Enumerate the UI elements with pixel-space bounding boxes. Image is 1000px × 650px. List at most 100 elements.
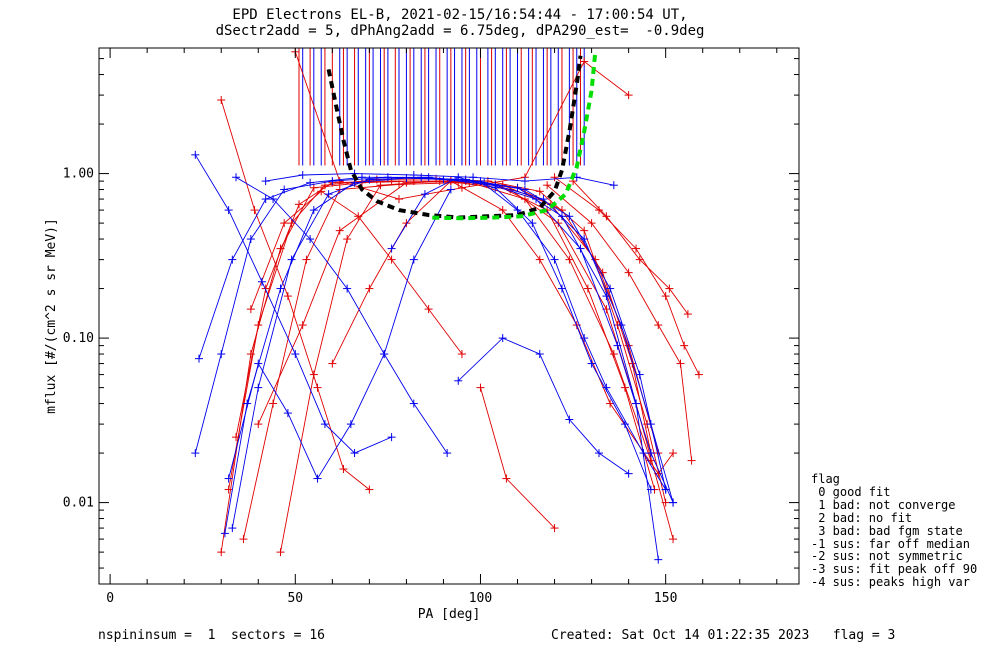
data-point: [557, 284, 566, 293]
data-point: [224, 206, 233, 215]
data-point: [476, 383, 485, 392]
data-point: [613, 341, 622, 350]
data-point: [313, 474, 322, 483]
data-layer: [191, 48, 703, 564]
data-point: [602, 212, 611, 221]
x-tick-label: 150: [654, 591, 677, 606]
series-line: [194, 176, 674, 503]
data-point: [624, 469, 633, 478]
series-line: [480, 387, 555, 529]
data-point: [217, 548, 226, 557]
data-point: [254, 359, 263, 368]
data-point: [565, 415, 574, 424]
x-axis-label: PA [deg]: [418, 607, 481, 622]
data-point: [365, 485, 374, 494]
data-point: [343, 284, 352, 293]
data-point: [357, 173, 366, 182]
series-line: [457, 337, 629, 474]
data-point: [320, 420, 329, 429]
flag-legend-title: flag: [811, 472, 840, 486]
data-point: [343, 235, 352, 244]
flag-legend-item: 1 bad: not converge: [811, 497, 956, 512]
axes-layer: 0 50 100 150 0.01 0.10 1.00: [63, 48, 799, 606]
data-point: [687, 456, 696, 465]
chart-title-line2: dSectr2add = 5, dPhAng2add = 6.75deg, dP…: [215, 23, 705, 39]
data-point: [520, 195, 529, 204]
plot-clip-group: [191, 48, 703, 564]
plot-frame: [98, 47, 800, 585]
data-point: [535, 255, 544, 264]
series-line: [235, 176, 448, 454]
data-point: [409, 171, 418, 180]
data-point: [313, 383, 322, 392]
data-point: [350, 449, 359, 458]
data-point: [457, 350, 466, 359]
data-point: [554, 219, 563, 228]
footer-left-info: nspininsum = 1 sectors = 16: [98, 628, 325, 643]
data-point: [565, 255, 574, 264]
data-point: [550, 173, 559, 182]
data-point: [669, 449, 678, 458]
data-point: [680, 341, 689, 350]
data-point: [602, 383, 611, 392]
footer-right-info: Created: Sat Oct 14 01:22:35 2023 flag =…: [551, 628, 896, 643]
data-point: [298, 321, 307, 330]
data-point: [443, 449, 452, 458]
series-line: [250, 190, 463, 355]
series-line: [554, 176, 700, 375]
data-point: [380, 350, 389, 359]
data-point: [232, 173, 241, 182]
flag-legend-item: -2 sus: not symmetric: [811, 549, 963, 564]
data-point: [376, 181, 385, 190]
data-point: [269, 399, 278, 408]
data-point: [606, 399, 615, 408]
data-point: [387, 433, 396, 442]
data-point: [661, 485, 670, 494]
data-point: [306, 235, 315, 244]
data-point: [646, 485, 655, 494]
data-point: [602, 292, 611, 301]
data-point: [480, 178, 489, 187]
data-point: [283, 409, 292, 418]
data-point: [269, 195, 278, 204]
data-point: [420, 190, 429, 199]
data-point: [365, 284, 374, 293]
data-point: [228, 255, 237, 264]
data-point: [446, 185, 455, 194]
chart-title-line1: EPD Electrons EL-B, 2021-02-15/16:54:44 …: [232, 7, 688, 23]
data-point: [595, 206, 603, 215]
data-point: [217, 350, 226, 359]
data-point: [676, 359, 685, 368]
flag-legend-item: 0 good fit: [811, 484, 891, 499]
data-point: [669, 535, 678, 544]
data-point: [565, 212, 574, 221]
data-point: [617, 321, 626, 330]
data-point: [454, 376, 463, 385]
data-point: [513, 206, 522, 215]
data-point: [635, 370, 644, 379]
data-point: [557, 212, 566, 221]
data-point: [254, 383, 263, 392]
series-line: [546, 184, 693, 461]
data-point: [606, 284, 615, 293]
x-tick-label: 0: [106, 591, 114, 606]
data-point: [291, 350, 300, 359]
data-point: [580, 57, 589, 66]
data-point: [580, 334, 589, 343]
x-tick-label: 50: [287, 591, 303, 606]
y-axis-label: mflux [#/(cm^2 s sr MeV)]: [44, 218, 59, 414]
data-point: [295, 200, 303, 209]
data-point: [502, 474, 511, 483]
flag-legend-item: 2 bad: no fit: [811, 510, 913, 525]
data-point: [535, 350, 544, 359]
data-point: [283, 292, 292, 301]
data-point: [387, 255, 396, 264]
data-point: [309, 206, 318, 215]
data-point: [224, 485, 233, 494]
y-tick-label: 1.00: [63, 167, 94, 182]
data-point: [280, 219, 289, 228]
data-point: [665, 284, 674, 293]
data-point: [424, 305, 433, 314]
data-point: [583, 284, 592, 293]
data-point: [424, 173, 433, 182]
